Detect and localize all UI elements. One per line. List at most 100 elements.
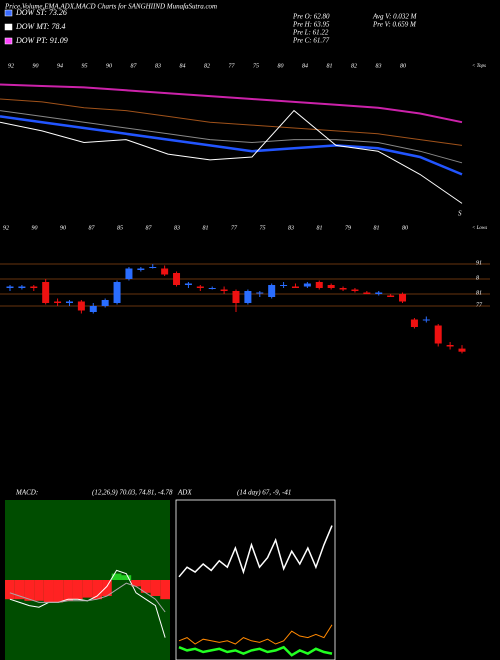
info-text: Pre H: 63.95 [292,21,330,29]
candle-body [315,282,323,288]
ema-line [0,110,463,164]
info-text: Pre V: 0.659 M [372,21,417,29]
bottom-label: 80 [402,225,408,231]
histogram-bar [72,580,83,600]
candle-body [303,283,311,287]
info-text: Pre L: 61.22 [292,29,329,37]
candle-body [18,286,26,288]
histogram-bar [14,580,25,600]
bottom-label: 87 [89,225,96,231]
candle-body [208,288,216,289]
bottom-label: 90 [60,225,66,231]
candle-body [113,282,121,303]
macd-line [9,582,166,613]
candle-body [232,291,240,303]
candle-body [244,291,252,303]
right-label: < Lows [472,226,487,231]
top-label: 90 [106,63,112,69]
bottom-label: 81 [203,225,209,231]
histogram-bar [24,580,35,601]
panel-bg [175,499,336,660]
histogram-bar [131,580,141,587]
candle-body [54,301,62,303]
candle-body [363,292,371,294]
top-label: 81 [327,63,333,69]
histogram-bar [63,580,73,601]
candle-body [220,289,228,291]
candle-body [196,286,204,288]
legend-label: DOW PT: 91.09 [15,36,68,45]
bottom-label: 92 [3,225,9,231]
candle-body [351,289,359,291]
top-label: 84 [302,62,308,69]
legend-swatch [4,23,13,31]
candle-body [65,301,73,303]
candle-body [327,285,335,288]
bottom-label: 81 [317,225,323,231]
info-text: Pre O: 62.80 [292,13,330,21]
candle-body [77,301,85,311]
candle-body [6,286,14,288]
candle-body [30,286,38,288]
panel-title: ADX [177,489,192,497]
top-label: 87 [131,63,138,69]
candle-body [184,283,192,285]
bottom-label: 83 [174,225,180,231]
candle-body [446,345,454,347]
candle-body [256,292,264,294]
bottom-label: 75 [260,225,266,231]
right-label: < Tops [472,64,486,69]
bottom-label: 79 [345,225,351,231]
legend-swatch [4,9,13,17]
candle-body [173,273,181,285]
panel-title: MACD: [15,489,38,497]
histogram-bar [5,580,15,600]
bottom-label: 77 [231,225,238,231]
panel-params: (14 day) 67, -9, -41 [237,489,291,497]
histogram-bar [160,580,170,600]
bottom-label: 81 [374,225,380,231]
top-label: 83 [376,63,382,69]
top-label: 94 [57,62,63,69]
histogram-bar [53,580,64,603]
histogram-bar [34,580,44,601]
y-tick-label: 91 [476,260,482,266]
bottom-label: 85 [117,225,123,231]
candle-body [89,306,97,312]
y-tick-label: 8 [476,275,479,281]
panel-params: (12,26,9) 70.03, 74.81, -4.78 [92,489,173,497]
candle-body [387,295,395,297]
info-text: Avg V: 0.032 M [372,13,418,21]
candle-body [458,348,466,352]
y-tick-label: 77 [476,302,483,308]
legend-swatch [4,37,13,45]
bottom-label: 90 [32,225,38,231]
top-label: 80 [400,63,406,69]
histogram-bar [82,580,93,598]
top-label: 77 [229,63,236,69]
top-label: 83 [155,63,161,69]
top-label: 84 [180,62,186,69]
top-label: 92 [8,63,14,69]
top-label: 95 [82,63,88,69]
adx-line [178,624,333,645]
ema-line [0,115,463,176]
adx-line [178,525,333,578]
candle-body [375,292,383,294]
ema-line [0,83,463,124]
bottom-label: 87 [146,225,153,231]
candle-body [101,300,109,306]
candle-body [291,286,299,288]
top-label: 80 [278,63,284,69]
histogram-bar [92,580,103,600]
histogram-bar [43,580,54,603]
candle-body [339,288,347,290]
top-label: 82 [204,63,210,69]
top-label: 75 [253,63,259,69]
ema-line [0,98,463,146]
bottom-label: 83 [288,225,294,231]
ema-line [0,109,463,204]
candle-body [161,268,169,275]
